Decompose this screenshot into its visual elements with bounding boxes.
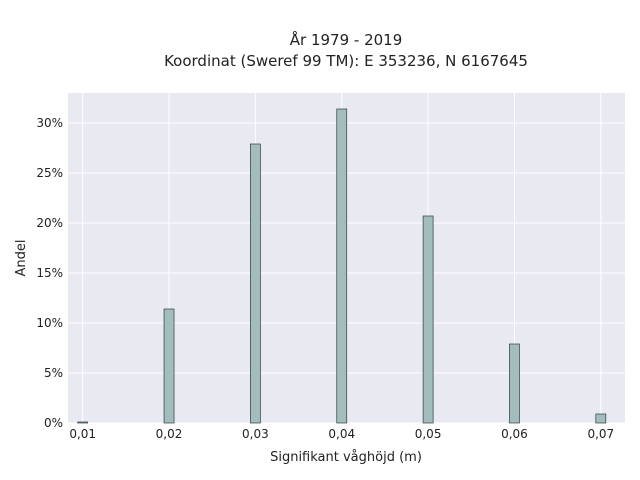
- bar: [250, 143, 261, 424]
- x-tick-label: 0,02: [156, 427, 183, 441]
- x-tick-label: 0,07: [587, 427, 614, 441]
- x-tick-label: 0,03: [242, 427, 269, 441]
- x-axis-label: Signifikant våghöjd (m): [270, 450, 422, 465]
- y-tick-label: 5%: [44, 366, 63, 380]
- x-axis-ticks: 0,01 0,02 0,03 0,04 0,05 0,06 0,07: [69, 427, 614, 441]
- chart-title-line1: År 1979 - 2019: [290, 30, 403, 49]
- bars: [77, 108, 607, 424]
- y-tick-label: 0%: [44, 416, 63, 430]
- x-tick-label: 0,06: [501, 427, 528, 441]
- y-tick-label: 15%: [36, 266, 63, 280]
- x-tick-label: 0,04: [328, 427, 355, 441]
- bar: [509, 343, 520, 424]
- x-tick-label: 0,05: [415, 427, 442, 441]
- y-axis-ticks: 0% 5% 10% 15% 20% 25% 30%: [36, 116, 63, 430]
- y-tick-label: 30%: [36, 116, 63, 130]
- bar: [77, 421, 89, 424]
- y-tick-label: 20%: [36, 216, 63, 230]
- y-tick-label: 25%: [36, 166, 63, 180]
- chart-title-line2: Koordinat (Sweref 99 TM): E 353236, N 61…: [164, 52, 528, 70]
- bar: [336, 108, 348, 424]
- x-tick-label: 0,01: [69, 427, 96, 441]
- bar: [163, 308, 175, 424]
- bar: [595, 413, 607, 424]
- bar: [422, 215, 434, 424]
- y-tick-label: 10%: [36, 316, 63, 330]
- y-axis-label: Andel: [14, 240, 29, 277]
